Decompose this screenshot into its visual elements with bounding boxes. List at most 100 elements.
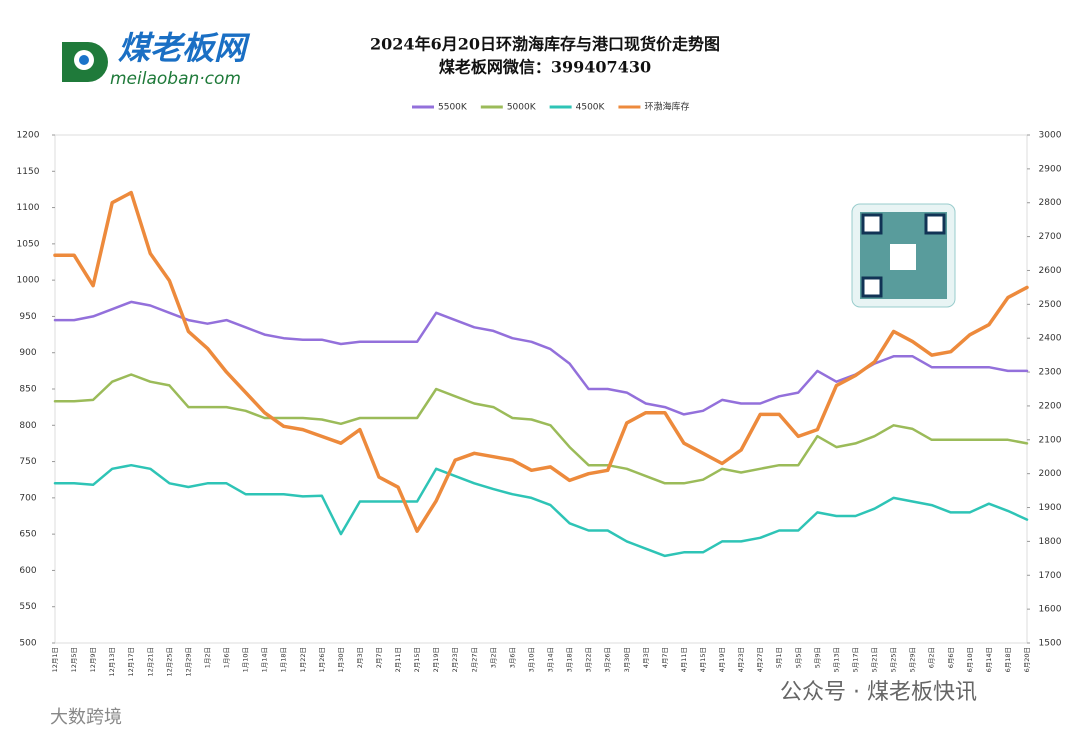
x-tick-label: 6月10日 bbox=[966, 647, 974, 672]
y2-tick-label: 3000 bbox=[1039, 131, 1062, 141]
y-tick-label: 800 bbox=[19, 421, 36, 431]
x-tick-label: 12月25日 bbox=[165, 647, 173, 677]
y2-tick-label: 2300 bbox=[1039, 368, 1062, 378]
y-tick-label: 1000 bbox=[17, 276, 40, 286]
x-tick-label: 1月2日 bbox=[203, 647, 211, 668]
legend-label: 5500K bbox=[438, 103, 468, 113]
x-tick-label: 1月6日 bbox=[223, 647, 231, 668]
x-tick-label: 6月20日 bbox=[1023, 647, 1031, 672]
y-tick-label: 650 bbox=[19, 530, 36, 540]
x-tick-label: 2月23日 bbox=[451, 647, 459, 672]
x-tick-label: 12月5日 bbox=[70, 647, 78, 672]
y2-tick-label: 2200 bbox=[1039, 401, 1062, 411]
x-tick-label: 5月13日 bbox=[832, 647, 840, 672]
y2-tick-label: 2400 bbox=[1039, 334, 1062, 344]
y2-tick-label: 2800 bbox=[1039, 198, 1062, 208]
y2-tick-label: 1500 bbox=[1039, 639, 1062, 649]
x-tick-label: 5月17日 bbox=[851, 647, 859, 672]
y-tick-label: 900 bbox=[19, 348, 36, 358]
y2-tick-label: 1900 bbox=[1039, 503, 1062, 513]
y-tick-label: 550 bbox=[19, 602, 36, 612]
y-tick-label: 1100 bbox=[17, 203, 40, 213]
x-tick-label: 5月1日 bbox=[775, 647, 783, 668]
y-tick-label: 500 bbox=[19, 639, 36, 649]
watermark: 大数跨境 bbox=[50, 707, 122, 728]
y2-tick-label: 2100 bbox=[1039, 435, 1062, 445]
y2-tick-label: 2000 bbox=[1039, 469, 1062, 479]
y2-tick-label: 1700 bbox=[1039, 571, 1062, 581]
x-tick-label: 3月2日 bbox=[489, 647, 497, 668]
x-tick-label: 2月27日 bbox=[470, 647, 478, 672]
y-tick-label: 750 bbox=[19, 457, 36, 467]
y-tick-label: 700 bbox=[19, 493, 36, 503]
x-tick-label: 12月1日 bbox=[51, 647, 59, 672]
x-tick-label: 2月19日 bbox=[432, 647, 440, 672]
x-tick-label: 4月3日 bbox=[642, 647, 650, 668]
logo-site: meilaoban·com bbox=[110, 69, 241, 89]
x-tick-label: 3月6日 bbox=[508, 647, 516, 668]
series-line bbox=[53, 463, 1029, 558]
x-tick-label: 1月22日 bbox=[299, 647, 307, 672]
chart-title: 2024年6月20日环渤海库存与港口现货价走势图 bbox=[370, 35, 720, 54]
x-tick-label: 6月14日 bbox=[985, 647, 993, 672]
y2-tick-label: 2900 bbox=[1039, 164, 1062, 174]
x-tick-label: 3月14日 bbox=[547, 647, 555, 672]
x-tick-label: 12月13日 bbox=[108, 647, 116, 677]
x-tick-label: 4月23日 bbox=[737, 647, 745, 672]
x-tick-label: 3月22日 bbox=[585, 647, 593, 672]
x-tick-label: 3月30日 bbox=[623, 647, 631, 672]
y2-tick-label: 1800 bbox=[1039, 537, 1062, 547]
x-tick-label: 5月25日 bbox=[890, 647, 898, 672]
x-tick-label: 1月18日 bbox=[280, 647, 288, 672]
logo: 煤老板网 meilaoban·com bbox=[62, 29, 251, 89]
x-tick-label: 5月9日 bbox=[813, 647, 821, 668]
qr-code bbox=[851, 203, 956, 308]
x-tick-label: 6月6日 bbox=[947, 647, 955, 668]
x-tick-label: 4月11日 bbox=[680, 647, 688, 672]
x-tick-label: 5月29日 bbox=[909, 647, 917, 672]
logo-name: 煤老板网 bbox=[118, 29, 251, 67]
legend-label: 环渤海库存 bbox=[644, 101, 689, 113]
y2-tick-label: 2700 bbox=[1039, 232, 1062, 242]
y-tick-label: 950 bbox=[19, 312, 36, 322]
x-tick-label: 1月14日 bbox=[261, 647, 269, 672]
chart-subtitle: 煤老板网微信：399407430 bbox=[439, 58, 651, 77]
x-tick-label: 12月17日 bbox=[127, 647, 135, 677]
y-tick-label: 1150 bbox=[17, 167, 40, 177]
watermark: 公众号 · 煤老板快讯 bbox=[780, 680, 977, 705]
x-tick-label: 2月7日 bbox=[375, 647, 383, 668]
x-tick-label: 4月27日 bbox=[756, 647, 764, 672]
x-tick-label: 1月26日 bbox=[318, 647, 326, 672]
x-tick-label: 4月7日 bbox=[661, 647, 669, 668]
x-tick-label: 12月29日 bbox=[184, 647, 192, 677]
y-tick-label: 850 bbox=[19, 385, 36, 395]
y-tick-label: 600 bbox=[19, 566, 36, 576]
series-line bbox=[53, 190, 1029, 533]
x-tick-label: 1月30日 bbox=[337, 647, 345, 672]
x-tick-label: 6月2日 bbox=[928, 647, 936, 668]
series-line bbox=[53, 373, 1029, 485]
x-tick-label: 4月15日 bbox=[699, 647, 707, 672]
x-tick-label: 3月26日 bbox=[604, 647, 612, 672]
x-tick-label: 12月9日 bbox=[89, 647, 97, 672]
y-tick-label: 1200 bbox=[17, 131, 40, 141]
x-tick-label: 3月18日 bbox=[566, 647, 574, 672]
y2-tick-label: 1600 bbox=[1039, 605, 1062, 615]
y-tick-label: 1050 bbox=[17, 239, 40, 249]
x-tick-label: 4月19日 bbox=[718, 647, 726, 672]
x-tick-label: 1月10日 bbox=[242, 647, 250, 672]
x-tick-label: 5月5日 bbox=[794, 647, 802, 668]
x-tick-label: 5月21日 bbox=[871, 647, 879, 672]
x-tick-label: 2月15日 bbox=[413, 647, 421, 672]
x-tick-label: 6月18日 bbox=[1004, 647, 1012, 672]
legend-label: 4500K bbox=[576, 103, 606, 113]
y2-tick-label: 2600 bbox=[1039, 266, 1062, 276]
legend-label: 5000K bbox=[507, 103, 537, 113]
x-tick-label: 12月21日 bbox=[146, 647, 154, 677]
x-tick-label: 3月10日 bbox=[527, 647, 535, 672]
y2-tick-label: 2500 bbox=[1039, 300, 1062, 310]
x-tick-label: 2月3日 bbox=[356, 647, 364, 668]
x-tick-label: 2月11日 bbox=[394, 647, 402, 672]
